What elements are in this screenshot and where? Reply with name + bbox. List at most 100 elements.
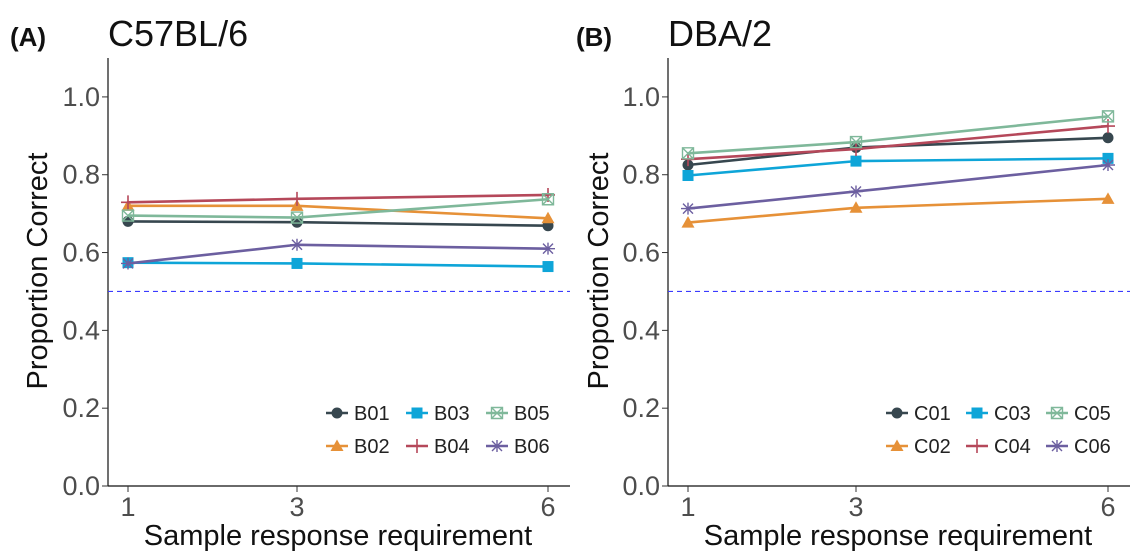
data-point-b04 [290, 191, 304, 206]
data-point-c06 [681, 202, 695, 215]
legend-label: C05 [1074, 403, 1111, 425]
panel-b-legend: C01 C02 C03 C04 C05 C06 [886, 403, 1111, 458]
legend-item-b03: B03 [406, 403, 470, 425]
panel-a-series-b01 [122, 215, 554, 232]
data-point-c04 [849, 142, 863, 157]
legend-key-marker [970, 439, 984, 453]
panel-a-x-tick-label: 6 [540, 492, 555, 522]
data-point-c02 [849, 201, 863, 213]
legend-item-c02: C02 [886, 436, 951, 458]
panel-a-y-axis-title: Proportion Correct [22, 153, 54, 390]
panel-a-plot: 0.0 0.2 0.4 0.6 0.8 1.0 1 3 6 B01 B02 B03 B04 B05 B06 [62, 58, 570, 522]
panel-b-x-tick-label: 1 [680, 492, 695, 522]
data-point-b06 [121, 257, 135, 270]
panel-a-y-tick-label: 0.8 [62, 160, 100, 190]
panel-b-plot: 0.0 0.2 0.4 0.6 0.8 1.0 1 3 6 C01 C02 C03 C04 C05 C06 [622, 58, 1130, 522]
data-point-b06 [541, 242, 555, 255]
legend-key-marker [410, 439, 424, 453]
panel-b-series-c02 [681, 192, 1115, 228]
series-line-b06 [127, 243, 549, 265]
panel-a-x-tick-label: 1 [120, 492, 135, 522]
panel-a-x-axis-title: Sample response requirement [144, 520, 532, 552]
panel-b-series-c05 [681, 110, 1115, 160]
legend-item-c04: C04 [966, 436, 1031, 458]
data-point-c01 [1102, 132, 1114, 144]
legend-item-b05: B05 [486, 403, 550, 425]
legend-item-b04: B04 [406, 436, 470, 458]
data-point-c05 [1101, 110, 1115, 123]
panel-a-y-tick-label: 0.0 [62, 471, 100, 501]
legend-label: B01 [354, 403, 390, 425]
legend-key-marker [330, 439, 344, 451]
data-point-c06 [1101, 159, 1115, 171]
data-point-c05 [849, 135, 863, 149]
legend-key-marker [890, 439, 904, 451]
legend-label: B06 [514, 436, 550, 458]
legend-item-b01: B01 [326, 403, 390, 425]
panel-a-y-tick-label: 0.4 [62, 315, 100, 345]
data-point-b03 [291, 257, 303, 269]
legend-item-c05: C05 [1046, 403, 1111, 425]
series-line-c05 [687, 115, 1109, 155]
legend-label: C01 [914, 403, 951, 425]
panel-a-series-b06 [121, 238, 555, 270]
panel-b-y-tick-label: 1.0 [622, 82, 660, 112]
panel-b-x-tick-label: 3 [848, 492, 863, 522]
legend-label: C03 [994, 403, 1031, 425]
panel-a-y-tick-label: 0.2 [62, 393, 100, 423]
panel-a-series-b03 [122, 257, 554, 273]
data-point-b05 [121, 209, 135, 222]
legend-key-marker [490, 440, 504, 452]
series-line-c04 [687, 124, 1109, 161]
data-point-b05 [541, 193, 555, 206]
legend-label: B03 [434, 403, 470, 425]
series-line-c03 [687, 157, 1109, 177]
legend-item-c06: C06 [1046, 436, 1111, 458]
legend-label: C02 [914, 436, 951, 458]
data-point-b03 [542, 261, 554, 273]
legend-key-marker [490, 406, 504, 420]
data-point-c02 [1101, 192, 1115, 204]
legend-label: B02 [354, 436, 390, 458]
panel-b-y-tick-label: 0.8 [622, 160, 660, 190]
legend-key-marker [331, 407, 343, 419]
panel-b-x-axis-title: Sample response requirement [704, 520, 1092, 552]
panel-a-label: (A) [10, 22, 46, 52]
legend-label: C04 [994, 436, 1031, 458]
panel-b-y-tick-label: 0.4 [622, 315, 660, 345]
panel-b-y-tick-label: 0.2 [622, 393, 660, 423]
data-point-c03 [1102, 152, 1114, 164]
series-line-b01 [127, 220, 549, 227]
data-point-c06 [849, 185, 863, 198]
data-point-c03 [850, 155, 862, 167]
data-point-b05 [290, 211, 304, 224]
data-point-c02 [681, 216, 695, 228]
panel-a-x-tick-label: 3 [289, 492, 304, 522]
panel-a-y-tick-label: 1.0 [62, 82, 100, 112]
panel-a: (A) C57BL/6 Proportion Correct Sample re… [10, 13, 570, 552]
legend-item-b06: B06 [486, 436, 550, 458]
panel-b-y-axis-title: Proportion Correct [583, 153, 615, 390]
data-point-b06 [290, 238, 304, 251]
panel-b: (B) DBA/2 Proportion Correct Sample resp… [576, 13, 1130, 552]
series-line-b04 [127, 193, 549, 204]
legend-item-b02: B02 [326, 436, 390, 458]
data-point-b04 [121, 195, 135, 210]
panel-a-series-b05 [121, 193, 555, 224]
data-point-c03 [682, 170, 694, 182]
legend-key-marker [891, 407, 903, 419]
legend-item-c01: C01 [886, 403, 951, 425]
panel-b-label: (B) [576, 22, 612, 52]
panel-a-title: C57BL/6 [108, 13, 248, 54]
legend-label: B05 [514, 403, 550, 425]
panel-a-legend: B01 B02 B03 B04 B05 B06 [326, 403, 550, 458]
series-line-b03 [127, 261, 549, 268]
legend-label: B04 [434, 436, 470, 458]
panel-b-x-tick-label: 6 [1100, 492, 1115, 522]
panel-b-series-c06 [681, 159, 1115, 215]
legend-key-marker [971, 407, 983, 419]
panel-b-series-c03 [682, 152, 1114, 182]
legend-label: C06 [1074, 436, 1111, 458]
panel-b-title: DBA/2 [668, 13, 772, 54]
